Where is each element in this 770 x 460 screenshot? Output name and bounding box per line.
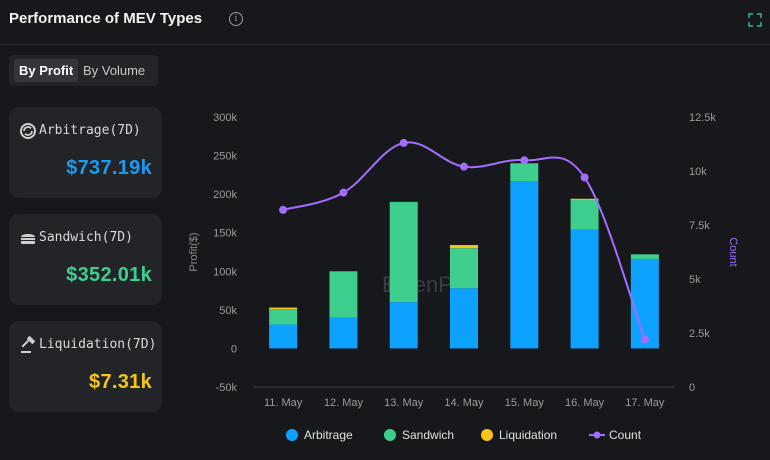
- header: Performance of MEV Types i: [0, 0, 770, 45]
- expand-icon[interactable]: [748, 13, 762, 27]
- arbitrage-card-value: $737.19k: [66, 157, 152, 179]
- y2-axis-title: Count: [727, 237, 739, 266]
- y-tick-label: 150k: [213, 228, 237, 240]
- chart-legend: Arbitrage Sandwich Liquidation Count: [0, 426, 770, 444]
- x-tick-label: 17. May: [625, 397, 665, 409]
- sandwich-bar: [450, 248, 478, 289]
- count-legend-marker: [589, 431, 605, 439]
- sandwich-bar: [510, 163, 539, 182]
- y2-tick-label: 12.5k: [689, 112, 716, 124]
- y2-tick-label: 10k: [689, 166, 707, 178]
- count-point: [279, 205, 288, 214]
- legend-label: Sandwich: [402, 428, 455, 442]
- legend-item-sandwich[interactable]: Sandwich: [384, 426, 454, 444]
- tab-by-volume[interactable]: By Volume: [83, 63, 146, 78]
- arbitrage-icon: [20, 123, 36, 139]
- liquidation-bar: [450, 245, 478, 249]
- arbitrage-bar: [269, 324, 298, 349]
- arbitrage-bar: [570, 229, 599, 349]
- arbitrage-bar: [329, 317, 358, 349]
- liquidation-legend-marker: [481, 429, 493, 441]
- arbitrage-bar: [450, 288, 478, 349]
- view-toggle: By Profit By Volume: [9, 55, 158, 86]
- sandwich-bar: [630, 254, 659, 259]
- sandwich-bar: [269, 309, 298, 325]
- info-circle-icon[interactable]: i: [229, 12, 243, 26]
- count-point: [399, 138, 408, 147]
- legend-item-liquidation[interactable]: Liquidation: [481, 426, 557, 444]
- legend-item-arbitrage[interactable]: Arbitrage: [286, 426, 353, 444]
- sandwich-bar: [570, 199, 599, 230]
- sandwich-bar: [329, 271, 358, 318]
- sandwich-icon: [21, 234, 35, 244]
- arbitrage-legend-marker: [286, 429, 298, 441]
- y-tick-label: 0: [231, 343, 237, 355]
- liquidation-bar: [269, 307, 298, 310]
- legend-label: Arbitrage: [304, 428, 353, 442]
- liquidation-bar: [570, 198, 599, 200]
- arbitrage-bar: [510, 181, 539, 349]
- legend-label: Liquidation: [499, 428, 558, 442]
- sandwich-card-label: Sandwich(7D): [39, 230, 133, 245]
- y-tick-label: 250k: [213, 151, 237, 163]
- count-point: [460, 162, 468, 171]
- sandwich-card-value: $352.01k: [66, 264, 152, 286]
- arbitrage-card-label: Arbitrage(7D): [39, 123, 141, 138]
- chart-title: Performance of MEV Types: [9, 10, 203, 27]
- liquidation-card-value: $7.31k: [89, 371, 152, 393]
- y-tick-label: 200k: [213, 189, 237, 201]
- liquidation-card: Liquidation(7D) $7.31k: [9, 321, 162, 412]
- x-tick-label: 12. May: [324, 397, 364, 409]
- count-point: [640, 335, 649, 344]
- x-tick-label: 14. May: [444, 397, 484, 409]
- x-tick-label: 16. May: [565, 397, 605, 409]
- y2-tick-label: 2.5k: [689, 328, 710, 340]
- y-tick-label: 100k: [213, 266, 237, 278]
- y2-tick-label: 7.5k: [689, 220, 710, 232]
- y-tick-label: -50k: [216, 382, 238, 394]
- legend-item-count[interactable]: Count: [589, 426, 641, 444]
- sandwich-legend-marker: [384, 429, 396, 441]
- y2-tick-label: 0: [689, 382, 695, 394]
- sandwich-card: Sandwich(7D) $352.01k: [9, 214, 162, 305]
- arbitrage-bar: [630, 258, 659, 349]
- mev-performance-chart: EigenPhi-50k050k100k150k200k250k300k02.5…: [188, 112, 739, 409]
- y-tick-label: 300k: [213, 112, 237, 124]
- x-tick-label: 13. May: [384, 397, 424, 409]
- x-tick-label: 15. May: [505, 397, 545, 409]
- y-tick-label: 50k: [219, 305, 237, 317]
- count-line: [282, 141, 646, 340]
- legend-label: Count: [609, 428, 642, 442]
- y-axis-title: Profit($): [188, 232, 200, 271]
- count-point: [580, 173, 589, 182]
- arbitrage-bar: [389, 302, 418, 349]
- sandwich-bar: [389, 201, 418, 303]
- count-point: [339, 188, 348, 197]
- y2-tick-label: 5k: [689, 274, 701, 286]
- arbitrage-card: Arbitrage(7D) $737.19k: [9, 107, 162, 198]
- liquidation-card-label: Liquidation(7D): [39, 337, 157, 352]
- x-tick-label: 11. May: [264, 397, 303, 409]
- tab-by-profit[interactable]: By Profit: [14, 59, 79, 82]
- gavel-icon: [21, 336, 36, 353]
- count-point: [520, 156, 529, 165]
